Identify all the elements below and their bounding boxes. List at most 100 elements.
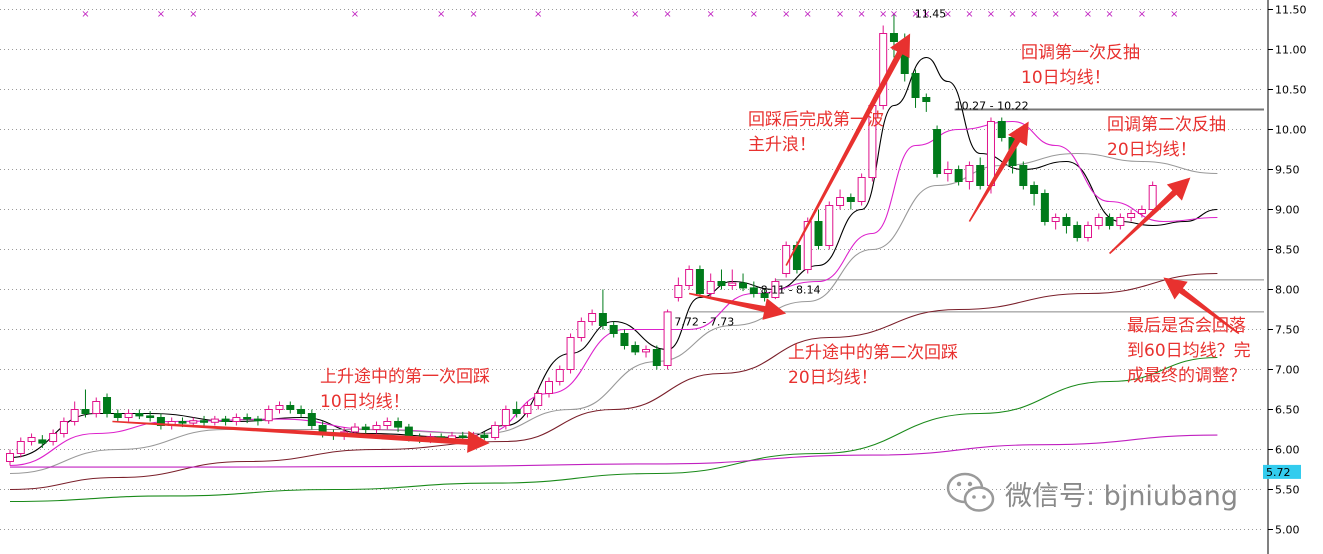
axis-tick-label: 5.50 (1275, 484, 1300, 497)
candle-down (631, 341, 640, 356)
candle-down (200, 415, 209, 426)
candle-body (577, 321, 586, 338)
candle-down (38, 435, 47, 448)
annotation-final-question: 最后是否会回落 到60日均线？完 成最终的调整？ (1127, 316, 1251, 386)
candle-body (178, 421, 187, 424)
candle-body (760, 293, 769, 298)
candle-body (1030, 185, 1039, 194)
candle-down (652, 345, 661, 370)
candle-down (253, 415, 262, 426)
candle-up (1137, 205, 1146, 218)
candle-down (156, 413, 165, 430)
candle-body (297, 409, 306, 414)
candle-body (717, 281, 726, 286)
candle-body (156, 417, 165, 426)
candle-down (739, 273, 748, 292)
candle-up (189, 417, 198, 426)
candle-body (221, 418, 230, 423)
top-marker: × (469, 9, 477, 20)
axis-tick-label: 10.50 (1275, 84, 1307, 97)
top-marker: × (437, 9, 445, 20)
top-marker: × (750, 9, 758, 20)
candle-body (933, 129, 942, 174)
annotation-arrow (112, 420, 490, 453)
candle-body (92, 401, 101, 414)
candle-down (361, 423, 370, 434)
arrow-shape (112, 420, 490, 453)
arrow-shape (968, 121, 1029, 222)
price-label: 10.27 - 10.22 (955, 100, 1029, 113)
top-marker: × (1105, 9, 1113, 20)
candle-body (135, 413, 144, 417)
candle-body (1019, 165, 1028, 186)
candle-down (103, 393, 112, 418)
candle-body (555, 369, 564, 382)
candle-body (189, 420, 198, 424)
candle-body (59, 421, 68, 434)
candle-body (1062, 217, 1071, 226)
candle-down (1105, 213, 1114, 230)
top-marker: × (804, 9, 812, 20)
ma-line-ma60 (9, 272, 1218, 491)
candle-up (771, 278, 780, 300)
candle-up (1148, 181, 1157, 214)
axis-tick-label: 7.00 (1275, 364, 1300, 377)
candle-body (857, 177, 866, 202)
top-marker: × (890, 9, 898, 20)
candle-body (1148, 185, 1157, 210)
candle-up (49, 429, 58, 446)
candle-body (652, 349, 661, 366)
candle-body (372, 425, 381, 430)
candle-down (307, 409, 316, 430)
candle-body (674, 285, 683, 298)
candle-up (577, 317, 586, 342)
candle-up (836, 189, 845, 210)
candle-body (749, 287, 758, 294)
candle-body (534, 393, 543, 406)
top-marker: × (81, 9, 89, 20)
candle-up (232, 413, 241, 426)
candle-down (933, 125, 942, 178)
axis-tick-label: 8.00 (1275, 284, 1300, 297)
candle-body (113, 413, 122, 418)
candle-down (954, 165, 963, 186)
candle-up (1127, 209, 1136, 222)
annotation-second-rebound: 回调第二次反抽 20日均线！ (1107, 115, 1226, 160)
top-marker: × (1030, 9, 1038, 20)
axis-tick-label: 10.00 (1275, 124, 1307, 137)
candle-body (264, 409, 273, 422)
candle-body (965, 165, 974, 182)
ma-line-ma120 (9, 356, 1218, 503)
candle-down (480, 431, 489, 440)
candle-body (728, 282, 737, 287)
candle-body (1137, 209, 1146, 214)
candle-up (663, 309, 672, 370)
top-marker: × (707, 9, 715, 20)
candle-down (609, 321, 618, 338)
candle-body (620, 333, 629, 346)
candle-down (512, 401, 521, 418)
price-label: 8.11 - 8.14 (761, 284, 821, 297)
candle-up (6, 449, 14, 466)
candle-down (81, 389, 90, 418)
candle-down (1073, 221, 1082, 242)
candle-body (954, 169, 963, 182)
top-marker: × (911, 9, 919, 20)
candle-up (70, 401, 79, 426)
candle-body (200, 420, 209, 423)
candle-body (642, 349, 651, 353)
candle-body (922, 97, 931, 102)
candle-up (965, 161, 974, 190)
candle-body (814, 221, 823, 246)
candle-up (501, 405, 510, 430)
candle-body (631, 345, 640, 353)
annotation-arrow (785, 33, 911, 266)
candle-up (210, 415, 219, 426)
candle-body (16, 441, 25, 454)
candle-up (124, 409, 133, 422)
candle-down (922, 93, 931, 112)
candle-up (1051, 213, 1060, 230)
candle-body (695, 269, 704, 294)
top-marker: × (1138, 9, 1146, 20)
